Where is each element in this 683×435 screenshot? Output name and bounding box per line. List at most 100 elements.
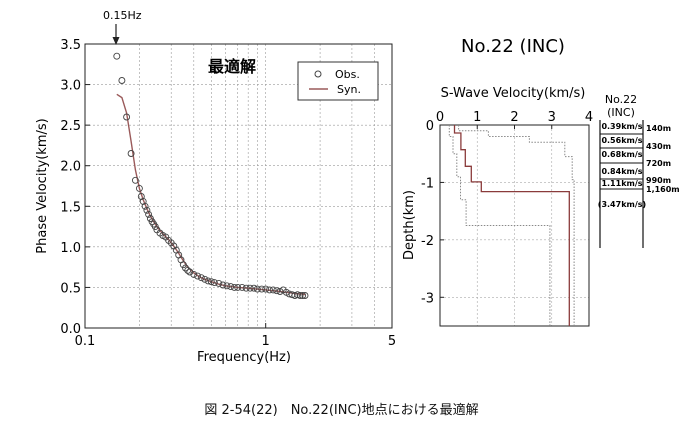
legend-obs-marker — [314, 70, 322, 78]
profile-x-axis-label: S-Wave Velocity(km/s) — [441, 86, 586, 101]
annotation-arrow-head — [112, 37, 120, 45]
legend-syn-label: Syn. — [337, 83, 361, 96]
dispersion-x-tick-label: 0.1 — [75, 334, 96, 349]
dispersion-y-tick-label: 3.0 — [60, 79, 81, 94]
obs-point — [151, 223, 159, 231]
profile-y-axis-label: Depth(km) — [402, 190, 417, 260]
profile-bound-line — [458, 125, 575, 326]
profile-x-ticks: 0 1 2 3 4 — [436, 110, 593, 129]
layer-depth-label: 430m — [646, 142, 671, 151]
layer-velocity-label: 1.11km/s — [601, 179, 642, 188]
obs-point — [210, 279, 218, 287]
layer-depth-label: 140m — [646, 124, 671, 133]
obs-point — [197, 274, 205, 282]
column-title-line-1: No.22 — [605, 93, 637, 106]
dispersion-y-ticks: 0.0 0.5 1.0 1.5 2.0 2.5 3.0 3.5 — [60, 38, 90, 337]
legend-obs-label: Obs. — [335, 68, 360, 81]
obs-point — [135, 184, 143, 192]
profile-x-tick-label: 3 — [548, 110, 556, 125]
layer-depth-label: 1,160m — [646, 185, 680, 194]
obs-point — [201, 275, 209, 283]
column-layers: 0.39km/s 0.56km/s 0.68km/s 0.84km/s 1.11km/s… — [598, 122, 680, 209]
obs-point — [215, 279, 223, 287]
obs-series — [113, 52, 309, 299]
legend-box — [297, 61, 379, 101]
optimum-solution-title: 最適解 — [208, 57, 256, 76]
obs-point — [288, 291, 296, 299]
syn-series — [116, 93, 306, 296]
profile-x-tick-label: 0 — [436, 110, 444, 125]
obs-point — [118, 77, 126, 84]
obs-point — [113, 52, 121, 60]
dispersion-y-tick-label: 2.0 — [60, 160, 81, 175]
profile-optimum-line — [453, 125, 570, 326]
dispersion-y-tick-label: 2.5 — [60, 119, 81, 134]
obs-point — [123, 113, 131, 121]
obs-point — [137, 193, 145, 200]
syn-curve — [116, 93, 306, 296]
obs-point — [262, 285, 270, 293]
profile-x-tick-label: 4 — [585, 110, 593, 125]
dispersion-y-tick-label: 1.5 — [60, 200, 81, 215]
obs-point — [301, 292, 309, 299]
dispersion-plot-frame — [84, 43, 393, 329]
obs-point — [219, 281, 227, 289]
frequency-annotation: 0.15Hz — [103, 9, 142, 22]
obs-point — [127, 150, 135, 157]
obs-point — [182, 264, 189, 272]
profile-y-tick-label: -1 — [421, 176, 434, 191]
dispersion-x-ticks: 0.1 1 5 — [75, 323, 396, 349]
profile-y-tick-label: -3 — [421, 291, 434, 306]
dispersion-y-tick-label: 0.0 — [60, 322, 81, 337]
profile-series — [448, 125, 575, 326]
layer-velocity-label: 0.68km/s — [601, 150, 642, 159]
dispersion-y-tick-label: 0.5 — [60, 281, 81, 296]
obs-point — [227, 283, 235, 291]
obs-point — [141, 202, 149, 210]
profile-y-ticks: 0 -1 -2 -3 — [421, 119, 444, 306]
profile-bound-line — [448, 125, 551, 326]
layer-depth-label: 990m — [646, 176, 671, 185]
obs-point — [250, 284, 258, 292]
dispersion-y-tick-label: 3.5 — [60, 38, 81, 53]
obs-point — [242, 284, 250, 292]
layer-depth-label: 720m — [646, 159, 671, 168]
obs-point — [296, 292, 304, 299]
profile-y-tick-label: 0 — [426, 119, 434, 134]
obs-point — [234, 283, 242, 291]
layer-velocity-label: 0.56km/s — [601, 136, 642, 145]
obs-point — [146, 215, 154, 222]
profile-y-tick-label: -2 — [421, 234, 434, 249]
obs-point — [204, 277, 212, 285]
obs-point — [186, 268, 194, 276]
profile-x-tick-label: 2 — [510, 110, 518, 125]
obs-point — [258, 285, 266, 293]
layer-column: No.22 (INC) 0.39km/s 0.56km/s 0.68km/s 0.84… — [598, 93, 680, 248]
dispersion-x-tick-label: 1 — [262, 334, 270, 349]
layer-velocity-label: (3.47km/s) — [598, 200, 646, 209]
column-title-line-2: (INC) — [607, 106, 635, 119]
obs-point — [273, 287, 281, 295]
obs-point — [145, 210, 153, 218]
layer-velocity-label: 0.84km/s — [601, 167, 642, 176]
obs-point — [190, 270, 198, 278]
obs-point — [253, 285, 261, 293]
dispersion-legend: Obs. Syn. — [297, 61, 379, 101]
layer-velocity-label: 0.39km/s — [601, 122, 642, 131]
profile-x-tick-label: 1 — [473, 110, 481, 125]
obs-point — [223, 282, 231, 290]
obs-point — [266, 286, 273, 294]
obs-point — [143, 206, 151, 214]
dispersion-chart: 0.0 0.5 1.0 1.5 2.0 2.5 3.0 3.5 0.1 1 5 0.15Hz 最適… — [35, 9, 396, 365]
dispersion-y-axis-label: Phase Velocity(km/s) — [35, 118, 50, 253]
obs-point — [207, 278, 215, 286]
dispersion-x-tick-label: 5 — [388, 334, 396, 349]
obs-point — [238, 283, 246, 291]
figure-caption: 図 2-54(22) No.22(INC)地点における最適解 — [204, 403, 479, 418]
dispersion-x-axis-label: Frequency(Hz) — [197, 350, 291, 365]
obs-point — [246, 284, 254, 292]
site-title: No.22 (INC) — [461, 36, 565, 57]
